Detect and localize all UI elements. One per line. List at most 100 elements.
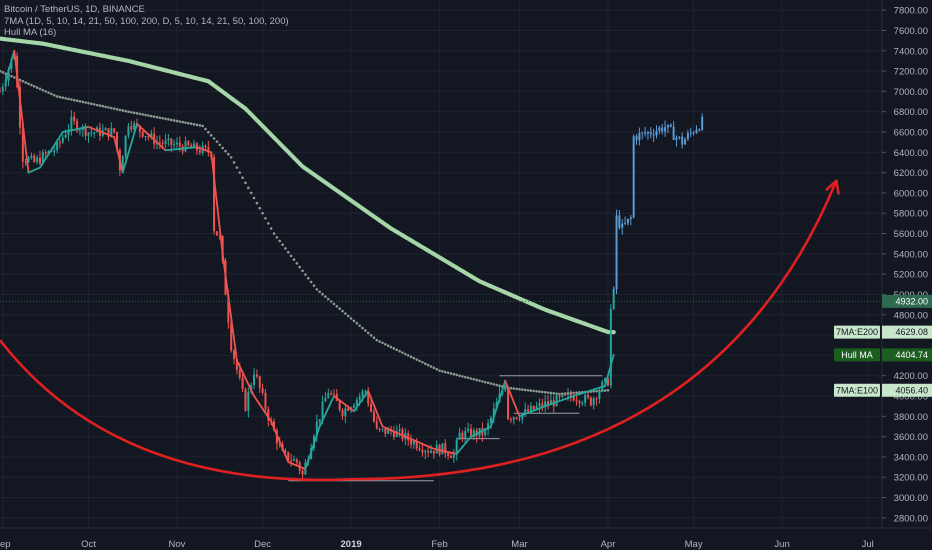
candle — [78, 130, 81, 132]
hull-segment — [609, 354, 615, 367]
ma100-point — [238, 171, 242, 174]
hull-segment — [244, 377, 250, 386]
candle — [338, 401, 341, 411]
candle — [130, 126, 133, 130]
hull-segment — [315, 425, 321, 436]
ma100-point — [244, 181, 247, 185]
candle — [569, 393, 572, 398]
candle — [592, 398, 595, 406]
ma100-line — [0, 69, 610, 396]
candle — [355, 399, 358, 406]
ma100-point — [349, 317, 353, 320]
candle — [364, 391, 367, 393]
hull-segment — [118, 159, 124, 174]
ma100-point — [87, 101, 90, 105]
candle — [38, 157, 41, 164]
badge-label: 7MA:E100 — [836, 385, 878, 395]
candle — [235, 359, 238, 370]
candle — [327, 393, 330, 399]
ma100-point — [135, 112, 139, 115]
indicator-7ma-label[interactable]: 7MA (1D, 5, 10, 14, 21, 50, 100, 200, D,… — [4, 15, 289, 27]
ma100-point — [366, 331, 370, 335]
ma100-point — [35, 86, 39, 89]
candle — [315, 421, 318, 437]
projection-candle — [655, 131, 658, 136]
ma100-point — [278, 239, 282, 243]
symbol-title[interactable]: Bitcoin / TetherUS, 1D, BINANCE — [4, 4, 145, 15]
ma100-point — [149, 114, 153, 118]
time-tick-label: ep — [0, 539, 11, 550]
projection-candle — [689, 132, 692, 134]
projection-candle — [692, 132, 695, 134]
ma100-point — [258, 206, 262, 210]
candle — [564, 394, 567, 396]
ma100-point — [275, 235, 279, 239]
hull-segment — [238, 365, 244, 374]
candle — [261, 387, 264, 393]
candle — [138, 125, 141, 132]
ma100-point — [212, 137, 216, 140]
projection-candle — [681, 136, 684, 145]
ma100-point — [435, 367, 439, 371]
candle — [144, 136, 147, 138]
ma100-point — [375, 338, 379, 342]
ma100-point — [312, 284, 316, 287]
candle — [541, 403, 544, 408]
ma100-point — [21, 79, 25, 83]
ma100-point — [90, 102, 93, 106]
hull-segment — [130, 132, 136, 145]
projection-candle — [698, 129, 701, 131]
candle — [461, 432, 464, 439]
candle — [4, 80, 7, 87]
chart-legend: Bitcoin / TetherUS, 1D, BINANCE 7MA (1D,… — [4, 4, 289, 39]
ma100-point — [12, 76, 16, 79]
projection-candle — [678, 136, 681, 138]
ma100-point — [518, 387, 521, 391]
candle — [330, 393, 333, 395]
hull-segment — [218, 227, 224, 255]
candle — [512, 417, 515, 420]
candle — [432, 450, 435, 454]
ma100-point — [372, 336, 376, 340]
ma100-point — [98, 104, 102, 107]
price-axis[interactable]: 2800.00 3000.00 3200.00 3400.00 3600.00 3800.… — [881, 0, 932, 550]
candle — [284, 450, 287, 452]
ma100-point — [355, 321, 359, 325]
hull-segment — [16, 74, 21, 101]
ma100-point — [495, 383, 498, 387]
hull-segment — [213, 176, 218, 204]
candle — [21, 127, 24, 162]
hull-segment — [216, 202, 221, 230]
projection-candle — [669, 124, 672, 127]
candle — [492, 408, 495, 418]
candle — [321, 401, 324, 420]
ma100-point — [55, 95, 59, 98]
candle — [207, 147, 210, 153]
candle — [184, 141, 187, 152]
hull-segment — [501, 379, 507, 391]
badge-value: 4404.74 — [895, 350, 928, 360]
trend-curve — [0, 180, 838, 482]
candle — [589, 397, 592, 406]
candle — [421, 449, 424, 453]
hull-segment — [273, 427, 278, 436]
candle — [295, 459, 298, 463]
projection-candle — [638, 133, 641, 141]
candle — [418, 448, 421, 450]
time-axis[interactable]: ep Oct Nov Dec 2019 Feb Mar Apr May Jun Jul — [0, 527, 932, 550]
ma100-point — [329, 300, 333, 303]
ma100-point — [443, 370, 447, 374]
ma100-point — [398, 349, 401, 353]
candle — [187, 141, 190, 146]
candle — [567, 393, 570, 396]
candle — [193, 143, 196, 148]
candle — [427, 451, 430, 453]
ma100-point — [264, 217, 267, 220]
candle — [215, 231, 218, 236]
candle — [395, 430, 398, 437]
ma100-point — [498, 384, 501, 388]
ma100-point — [104, 105, 107, 109]
ma100-point — [147, 114, 150, 117]
indicator-hull-label[interactable]: Hull MA (16) — [4, 27, 57, 38]
